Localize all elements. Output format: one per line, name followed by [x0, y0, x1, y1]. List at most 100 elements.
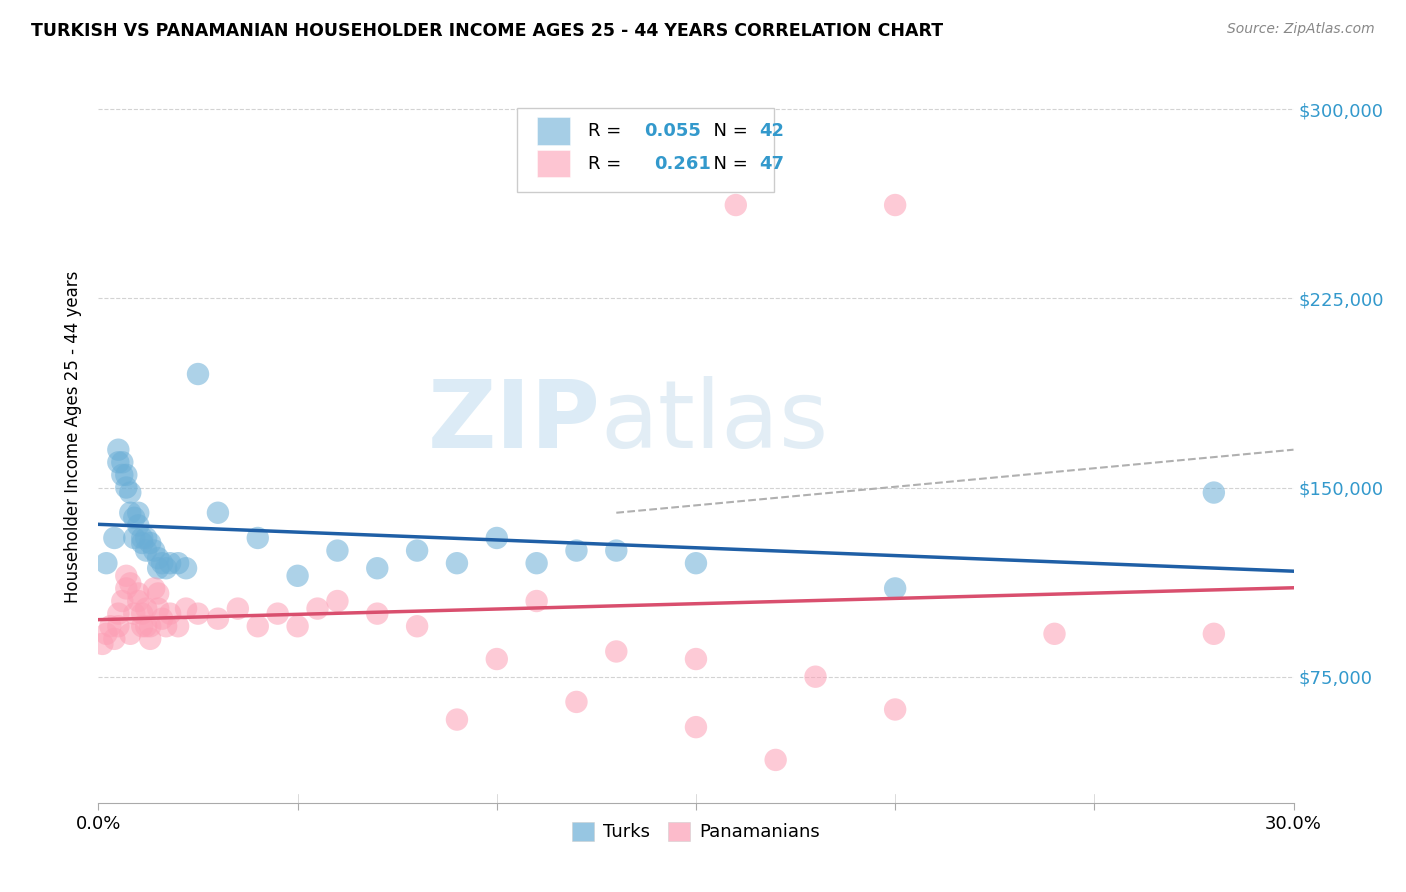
- Point: [1202, 485, 1225, 500]
- Bar: [537, 117, 571, 145]
- Text: ZIP: ZIP: [427, 376, 600, 468]
- Point: [111, 594, 134, 608]
- Point: [406, 619, 429, 633]
- Point: [127, 586, 149, 600]
- Point: [155, 619, 177, 633]
- Text: 47: 47: [759, 154, 785, 172]
- Point: [167, 619, 190, 633]
- Point: [246, 619, 269, 633]
- Point: [135, 543, 157, 558]
- Point: [135, 619, 157, 633]
- Text: atlas: atlas: [600, 376, 828, 468]
- Point: [187, 607, 209, 621]
- Point: [131, 531, 153, 545]
- Point: [139, 536, 162, 550]
- Point: [115, 467, 138, 482]
- Point: [565, 543, 588, 558]
- Point: [98, 619, 122, 633]
- Point: [207, 612, 229, 626]
- Point: [366, 561, 388, 575]
- Point: [150, 612, 173, 626]
- Bar: [537, 150, 571, 178]
- Point: [326, 594, 349, 608]
- Point: [111, 455, 134, 469]
- Point: [120, 576, 142, 591]
- Point: [287, 569, 309, 583]
- Point: [150, 556, 173, 570]
- Point: [120, 506, 142, 520]
- Point: [605, 644, 627, 658]
- Point: [111, 467, 134, 482]
- Text: Source: ZipAtlas.com: Source: ZipAtlas.com: [1227, 22, 1375, 37]
- Legend: Turks, Panamanians: Turks, Panamanians: [565, 814, 827, 848]
- Point: [155, 561, 177, 575]
- Point: [148, 551, 170, 566]
- Point: [124, 531, 146, 545]
- Point: [685, 556, 707, 570]
- Point: [406, 543, 429, 558]
- Point: [267, 607, 290, 621]
- Point: [174, 601, 197, 615]
- Point: [103, 531, 125, 545]
- Text: R =: R =: [589, 154, 633, 172]
- Point: [96, 627, 118, 641]
- Point: [685, 720, 707, 734]
- Point: [187, 367, 209, 381]
- Point: [246, 531, 269, 545]
- Point: [139, 619, 162, 633]
- Point: [135, 601, 157, 615]
- Point: [174, 561, 197, 575]
- Point: [115, 481, 138, 495]
- Point: [287, 619, 309, 633]
- Point: [127, 594, 149, 608]
- Point: [107, 442, 129, 457]
- Point: [485, 531, 508, 545]
- Text: 0.261: 0.261: [654, 154, 711, 172]
- Point: [131, 536, 153, 550]
- Point: [207, 506, 229, 520]
- Point: [139, 632, 162, 646]
- Point: [159, 556, 181, 570]
- Point: [91, 637, 114, 651]
- Point: [724, 198, 747, 212]
- Point: [366, 607, 388, 621]
- Point: [226, 601, 249, 615]
- Point: [884, 198, 907, 212]
- Text: R =: R =: [589, 121, 627, 140]
- Point: [446, 556, 468, 570]
- Point: [884, 582, 907, 596]
- Text: 42: 42: [759, 121, 785, 140]
- Point: [685, 652, 707, 666]
- Point: [526, 556, 548, 570]
- Point: [159, 607, 181, 621]
- Point: [131, 619, 153, 633]
- Point: [120, 485, 142, 500]
- Point: [115, 582, 138, 596]
- Text: TURKISH VS PANAMANIAN HOUSEHOLDER INCOME AGES 25 - 44 YEARS CORRELATION CHART: TURKISH VS PANAMANIAN HOUSEHOLDER INCOME…: [31, 22, 943, 40]
- Point: [1202, 627, 1225, 641]
- Point: [884, 702, 907, 716]
- Point: [107, 607, 129, 621]
- Point: [167, 556, 190, 570]
- Text: 0.055: 0.055: [644, 121, 702, 140]
- Point: [124, 510, 146, 524]
- Point: [115, 569, 138, 583]
- Point: [96, 556, 118, 570]
- Point: [120, 627, 142, 641]
- Point: [148, 586, 170, 600]
- Point: [107, 455, 129, 469]
- Point: [143, 582, 166, 596]
- Point: [326, 543, 349, 558]
- Point: [446, 713, 468, 727]
- Point: [605, 543, 627, 558]
- Point: [127, 518, 149, 533]
- Point: [135, 531, 157, 545]
- Point: [107, 619, 129, 633]
- Point: [124, 607, 146, 621]
- Point: [1043, 627, 1066, 641]
- Text: N =: N =: [702, 121, 754, 140]
- Y-axis label: Householder Income Ages 25 - 44 years: Householder Income Ages 25 - 44 years: [63, 271, 82, 603]
- Point: [526, 594, 548, 608]
- Point: [127, 506, 149, 520]
- Point: [565, 695, 588, 709]
